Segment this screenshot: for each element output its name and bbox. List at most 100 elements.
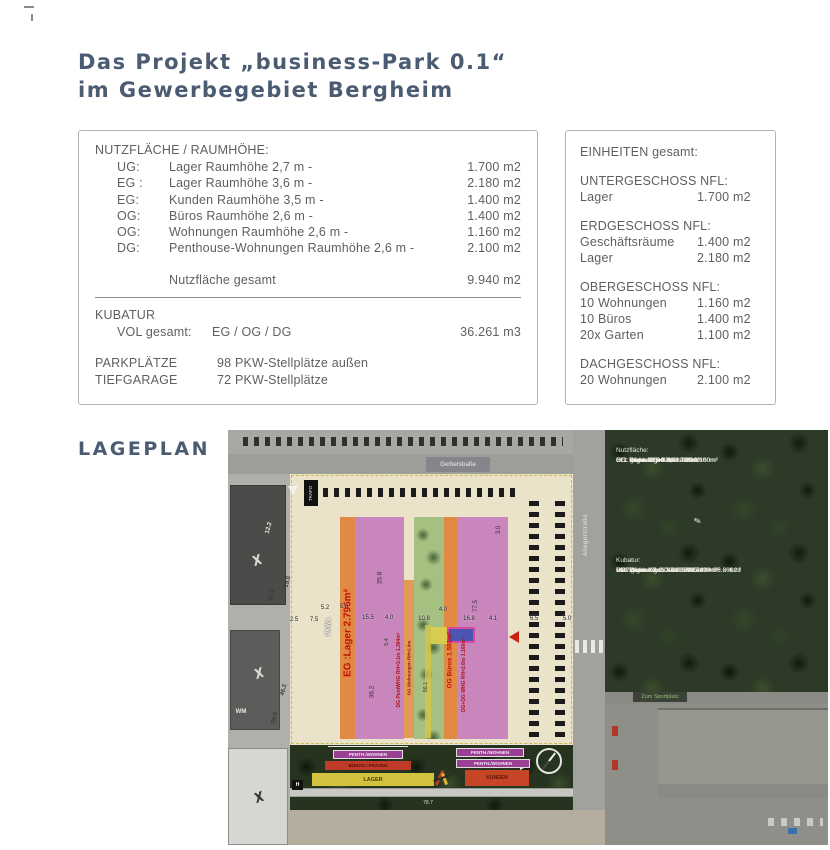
bus-stop-letter: H [295, 782, 300, 788]
page-title: Das Projekt „business-Park 0.1“ im Gewer… [78, 48, 507, 104]
table-row: 10 Wohnungen 1.160 m2 [580, 295, 761, 311]
garage-label: TIEFGARAGE [95, 372, 178, 387]
row-value: 1.400 m2 [697, 235, 751, 249]
floor-label: EG: [117, 192, 140, 207]
row-label: 20 Wohnungen [580, 373, 667, 387]
section-ground-bar [290, 788, 573, 797]
info-value: 2.100m² [693, 456, 718, 464]
vol-value: 36.261 m3 [460, 325, 521, 340]
info-value: 5.409m³ [693, 566, 718, 574]
row-value: 1.400 m2 [467, 192, 521, 207]
row-desc: Kunden Raumhöhe 3,5 m - [169, 192, 324, 207]
section-untergeschoss: UNTERGESCHOSS NFL: Lager 1.700 m2 [580, 173, 761, 205]
road-bottom [228, 810, 605, 845]
garage-value: 72 PKW-Stellplätze [217, 372, 329, 387]
tree-area [603, 430, 828, 700]
legend-bracket [450, 744, 532, 745]
table-row: DG: Penthouse-Wohnungen Raumhöhe 2,6 m -… [95, 240, 521, 256]
table-row: 20 Wohnungen 2.100 m2 [580, 372, 761, 388]
info-title: Kubatur: [616, 557, 641, 564]
table-row: OG: Wohnungen Raumhöhe 2,6 m - 1.160 m2 [95, 224, 521, 240]
dimension-label: 4.0 [384, 615, 394, 621]
row-value: 1.160 m2 [467, 225, 521, 240]
row-value: 1.160 m2 [697, 296, 751, 310]
legend-bar-penthouse-east2: PENTH./WOHNEN [456, 759, 530, 768]
row-desc: Lager Raumhöhe 3,6 m - [169, 176, 313, 191]
blue-car [788, 828, 797, 834]
info-value: 8.600m² [717, 566, 741, 574]
info-label: Parzelle [616, 566, 640, 574]
logo-scribble [433, 768, 452, 792]
trafo-box: TRAFO [304, 480, 318, 506]
strip-number: 56.1 [423, 681, 429, 693]
section-width-label: 78.7 [423, 800, 433, 806]
info-label: DG: Wohnungen 3.2x2.495 [616, 566, 695, 574]
table-row: 20x Garten 1.100 m2 [580, 327, 761, 343]
street-name-top: Gerberstraße [440, 461, 476, 468]
info-label: VOL gesamt [616, 566, 652, 574]
row-label: 20x Garten [580, 328, 644, 342]
info-label: EG: Kunden 4.2x1.546 [616, 566, 682, 574]
info-value: 9.940m² [651, 456, 676, 464]
vertical-road [573, 430, 605, 845]
info-row: NFL gesamt 9.940m² [616, 456, 675, 466]
path-name: Zum Sportplatz [641, 694, 679, 700]
eg-lager-label: EG :Lager 2.796m² [342, 589, 354, 677]
einheiten-panel: EINHEITEN gesamt: UNTERGESCHOSS NFL: Lag… [565, 130, 776, 405]
total-value: 9.940 m2 [467, 272, 521, 287]
parking-value: 98 PKW-Stellplätze außen [217, 356, 369, 371]
table-row: 10 Büros 1.400 m2 [580, 311, 761, 327]
info-value: 1.160m² [694, 456, 718, 464]
nutzflaeche-heading: NUTZFLÄCHE / RAUMHÖHE: [95, 143, 269, 157]
row-label: 10 Büros [580, 312, 632, 326]
overlay-strip-og-wohnungen [404, 580, 414, 738]
overlay-strip-yellow [425, 625, 431, 738]
floor-label: DG: [117, 241, 140, 256]
strip-number: 5.4 [384, 638, 390, 646]
dimension-label: 7.5 [309, 617, 319, 623]
vol-desc: EG / OG / DG [212, 325, 292, 340]
total-row: Nutzfläche gesamt 9.940 m2 [95, 272, 521, 288]
street-sign-top: Gerberstraße [426, 457, 490, 472]
info-row: OG: Wohnungen RH=2.6m 1.160m² [616, 456, 718, 466]
legend-bar-lager: LAGER [312, 773, 434, 786]
row-label: Lager [580, 190, 613, 204]
row-value: 2.180 m2 [697, 251, 751, 265]
compass-icon [536, 748, 562, 774]
info-label: BMZ [616, 566, 630, 574]
row-desc: Büros Raumhöhe 2,6 m - [169, 208, 314, 223]
dimension-label: 2.5 [289, 617, 299, 623]
section-heading: UNTERGESCHOSS NFL: [580, 174, 729, 188]
info-value: 1.700m² [675, 456, 700, 464]
row-value: 2.100 m2 [467, 241, 521, 256]
building-block [230, 485, 286, 605]
strip-number: 3.0 [496, 525, 502, 535]
info-row: BMZ 4.21 [616, 566, 741, 576]
lageplan-heading: LAGEPLAN [78, 438, 211, 460]
row-label: 10 Wohnungen [580, 296, 667, 310]
row-value: 1.700 m2 [467, 160, 521, 174]
strip-number: 35.8 [376, 571, 384, 585]
info-label: UG: Lager RH=2.7m [616, 456, 676, 464]
og-wohnungen-label: OG Wohnungen RH=2.6m [406, 640, 412, 696]
parking-row: PARKPLÄTZE 98 PKW-Stellplätze außen [95, 355, 521, 372]
parked-cars-row [243, 437, 563, 446]
row-value: 1.400 m2 [697, 312, 751, 326]
og-bueros-label: OG Büros 1.591m² [446, 631, 454, 689]
info-row: DG: Wohnungen 3.2x2.495 7.984m³ [616, 566, 719, 576]
scan-artifact [31, 14, 33, 21]
info-value: 36.261m³ [713, 566, 741, 574]
row-value: 2.180 m2 [467, 176, 521, 191]
section-heading: OBERGESCHOSS NFL: [580, 280, 721, 294]
info-value: 2.180m² [675, 456, 699, 464]
info-value: 7.984m³ [694, 566, 719, 574]
vol-label: VOL gesamt: [117, 325, 192, 340]
info-row: EG: Lager RH=3.6m 2.180m² [616, 456, 699, 466]
info-row: OG: Büros RH=2.6m 1.400m² [616, 456, 700, 466]
info-label: NFL gesamt [616, 456, 652, 464]
info-row: EG: Kunden RH=3,5m 1.400m² [616, 456, 705, 466]
floor-label: EG : [117, 176, 143, 191]
row-desc: Lager Raumhöhe 2,7 m - [169, 160, 313, 174]
dimension-label: 10.8 [418, 616, 430, 622]
info-label: DG: Wohnungen RH=2.6m [616, 456, 694, 464]
